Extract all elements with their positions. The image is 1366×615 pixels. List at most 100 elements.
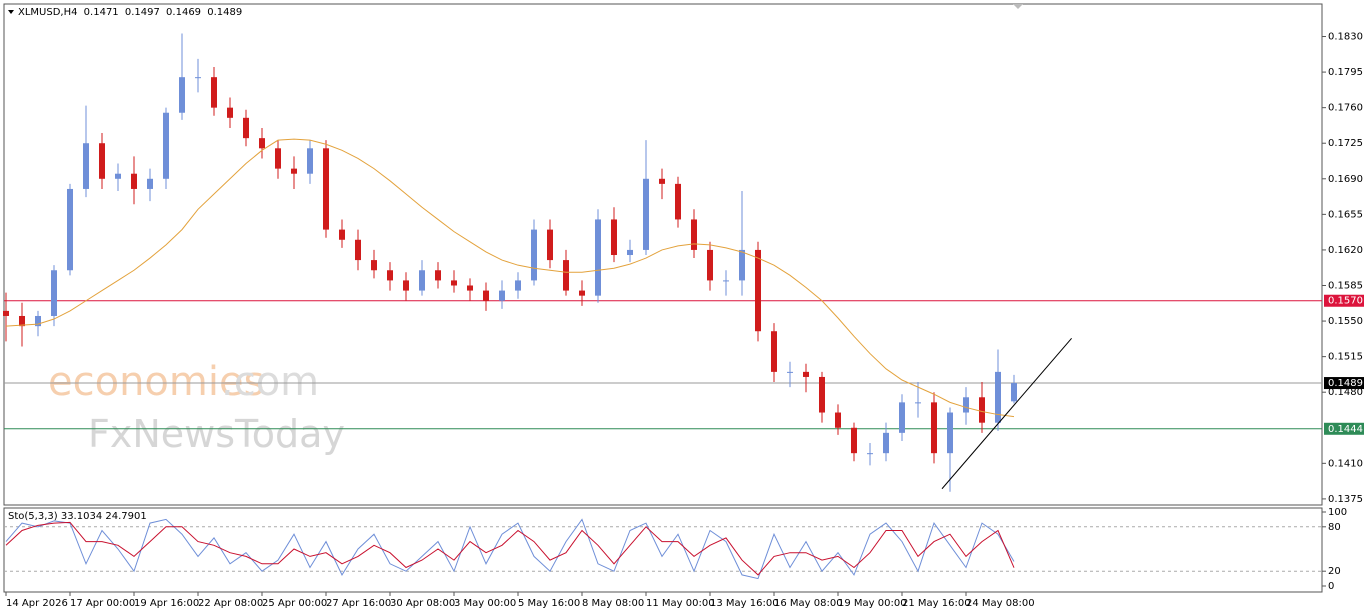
trendline xyxy=(941,338,1072,490)
watermark-brand: economies xyxy=(48,359,264,405)
candle-body xyxy=(563,260,569,291)
candle-body xyxy=(947,412,953,454)
y-tick-label: 100 xyxy=(1328,507,1347,518)
candle-body xyxy=(227,107,233,118)
x-tick-label: 19 Apr 16:00 xyxy=(134,598,199,609)
candle-body xyxy=(483,290,489,301)
candle-body xyxy=(803,371,809,377)
price-tag xyxy=(1324,294,1364,307)
candle-body xyxy=(659,178,665,184)
candle-body xyxy=(211,77,217,108)
candle-body xyxy=(83,143,89,189)
x-tick-label: 24 May 08:00 xyxy=(966,598,1035,609)
x-tick-label: 14 Apr 2026 xyxy=(6,598,68,609)
x-tick-label: 5 May 16:00 xyxy=(518,598,580,609)
x-tick-label: 25 Apr 00:00 xyxy=(262,598,327,609)
x-tick-label: 30 Apr 08:00 xyxy=(390,598,455,609)
d-value: 24.7901 xyxy=(105,511,146,522)
indicator-name: Sto(5,3,3) xyxy=(8,511,58,522)
shift-marker xyxy=(1013,4,1023,9)
candle-body xyxy=(419,270,425,291)
candle-body xyxy=(451,280,457,286)
watermark-name: FxNewsToday xyxy=(88,412,345,456)
candle-body xyxy=(915,402,921,404)
candle-body xyxy=(963,397,969,413)
candle-body xyxy=(1011,383,1017,402)
y-tick-label: 0.1690 xyxy=(1328,174,1363,185)
candle-body xyxy=(467,285,473,291)
candle-body xyxy=(387,270,393,281)
open-value: 0.1471 xyxy=(84,7,119,18)
x-tick-label: 13 May 16:00 xyxy=(710,598,779,609)
candle-body xyxy=(995,371,1001,423)
watermark-domain: .com xyxy=(221,359,319,405)
candle-body xyxy=(99,143,105,179)
y-tick-label: 0 xyxy=(1328,581,1334,592)
candle-body xyxy=(195,77,201,79)
candle-body xyxy=(723,280,729,282)
candle-body xyxy=(323,148,329,230)
candle-body xyxy=(515,280,521,291)
y-tick-label: 0.1410 xyxy=(1328,458,1363,469)
candle-body xyxy=(51,270,57,316)
candle-body xyxy=(851,427,857,454)
candle-body xyxy=(163,112,169,179)
candle-body xyxy=(275,148,281,169)
candle-body xyxy=(131,173,137,189)
symbol: XLMUSD,H4 xyxy=(18,7,77,18)
candle-body xyxy=(339,229,345,240)
k-value: 33.1034 xyxy=(61,511,102,522)
candle-body xyxy=(19,315,25,327)
price-tag-label: 0.1570 xyxy=(1328,296,1363,307)
stochastic-line xyxy=(5,521,1015,576)
y-tick-label: 0.1585 xyxy=(1328,280,1363,291)
candle-body xyxy=(787,371,793,373)
close-value: 0.1489 xyxy=(207,7,242,18)
candle-body xyxy=(115,173,121,179)
candle-body xyxy=(67,188,73,271)
y-tick-label: 80 xyxy=(1328,522,1341,533)
x-tick-label: 17 Apr 00:00 xyxy=(70,598,135,609)
x-tick-label: 16 May 08:00 xyxy=(774,598,843,609)
y-tick-label: 0.1480 xyxy=(1328,387,1363,398)
y-tick-label: 0.1760 xyxy=(1328,103,1363,114)
candle-body xyxy=(755,249,761,332)
candle-body xyxy=(643,178,649,250)
y-tick-label: 0.1725 xyxy=(1328,138,1363,149)
candle-body xyxy=(531,229,537,281)
candle-body xyxy=(931,402,937,454)
candle-body xyxy=(371,260,377,271)
candle-body xyxy=(691,219,697,250)
candle-body xyxy=(3,310,9,316)
candle-body xyxy=(627,249,633,256)
candle-body xyxy=(819,376,825,413)
x-tick-label: 19 May 00:00 xyxy=(838,598,907,609)
candle-body xyxy=(739,249,745,281)
candle-body xyxy=(403,280,409,291)
candle-body xyxy=(979,397,985,423)
candle-body xyxy=(547,229,553,261)
chart-header: XLMUSD,H4 0.1471 0.1497 0.1469 0.1489 xyxy=(18,7,242,18)
candle-body xyxy=(595,219,601,296)
menu-arrow[interactable] xyxy=(8,10,14,14)
candle-body xyxy=(243,117,249,139)
x-tick-label: 21 May 16:00 xyxy=(902,598,971,609)
y-tick-label: 0.1550 xyxy=(1328,316,1363,327)
y-tick-label: 0.1655 xyxy=(1328,209,1363,220)
candle-body xyxy=(675,183,681,220)
x-tick-label: 3 May 00:00 xyxy=(454,598,516,609)
candle-body xyxy=(435,270,441,281)
candle-body xyxy=(771,331,777,372)
candle-body xyxy=(307,148,313,174)
x-tick-label: 27 Apr 16:00 xyxy=(326,598,391,609)
candle-body xyxy=(147,178,153,189)
low-value: 0.1469 xyxy=(166,7,201,18)
high-value: 0.1497 xyxy=(125,7,160,18)
y-tick-label: 0.1375 xyxy=(1328,494,1363,505)
y-tick-label: 0.1830 xyxy=(1328,32,1363,43)
y-tick-label: 0.1515 xyxy=(1328,352,1363,363)
y-tick-label: 20 xyxy=(1328,566,1341,577)
main-panel xyxy=(3,3,1323,506)
price-tag xyxy=(1324,422,1364,435)
